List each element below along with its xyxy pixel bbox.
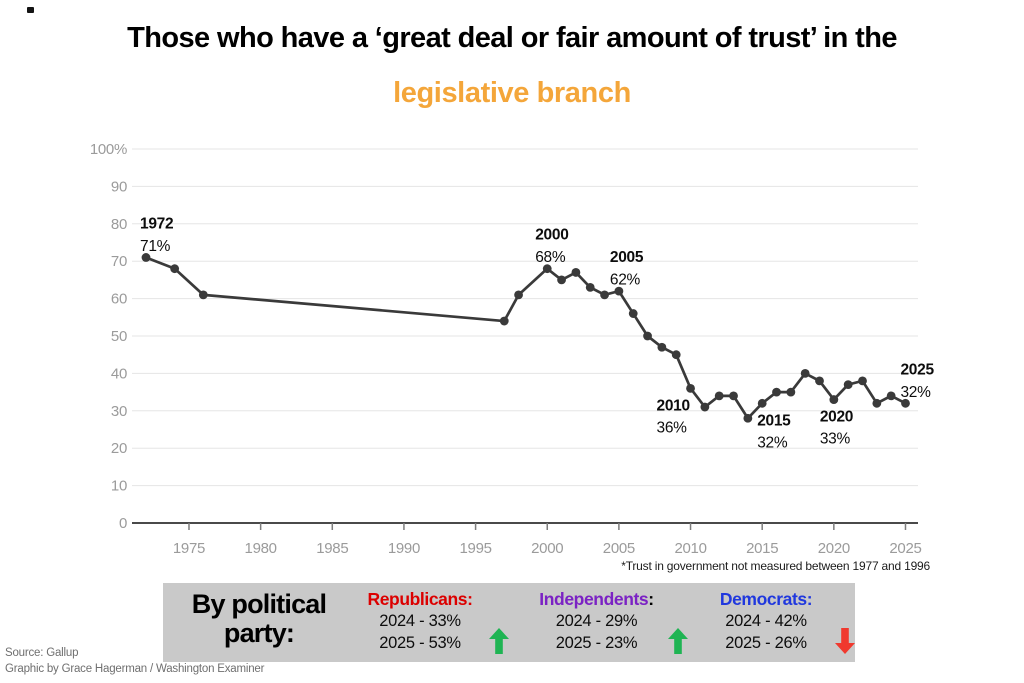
x-tick-label: 1995	[460, 540, 492, 557]
up-arrow-icon	[668, 628, 688, 654]
graphic-credit: Graphic by Grace Hagerman / Washington E…	[5, 663, 265, 675]
source-credit: Source: Gallup	[5, 647, 79, 659]
party-group-label: Democrats:	[719, 589, 813, 609]
page-title: Those who have a ‘great deal or fair amo…	[127, 22, 897, 54]
up-arrow-icon	[489, 628, 509, 654]
y-tick-label: 50	[111, 328, 127, 345]
x-tick-label: 2005	[603, 540, 635, 557]
annotation-value: 62%	[610, 272, 641, 289]
annotation-year: 2005	[610, 249, 644, 266]
annotation-value: 71%	[140, 238, 171, 255]
down-arrow-icon	[835, 628, 855, 654]
party-group-independents: Independents: 2024 - 29% 2025 - 23%	[529, 589, 688, 654]
y-tick-label: 60	[111, 291, 127, 308]
y-tick-label: 100%	[90, 141, 127, 158]
party-panel-heading: By political party:	[191, 589, 327, 648]
party-value-2025: 2025 - 23%	[555, 634, 638, 652]
party-group-democrats: Democrats: 2024 - 42% 2025 - 26%	[701, 589, 855, 654]
annotation-year: 2015	[757, 412, 791, 429]
x-tick-label: 2025	[889, 540, 921, 557]
y-tick-label: 20	[111, 440, 127, 457]
y-tick-label: 90	[111, 178, 127, 195]
stray-mark	[27, 7, 34, 13]
x-tick-label: 1975	[173, 540, 205, 557]
page-subtitle: legislative branch	[393, 77, 631, 109]
annotation-value: 68%	[535, 249, 566, 266]
chart-footnote: *Trust in government not measured betwee…	[621, 559, 930, 573]
x-tick-label: 1985	[316, 540, 348, 557]
y-tick-label: 10	[111, 478, 127, 495]
gridlines: 0 10 20 30 40 50 60 70 80 90 100%	[90, 141, 918, 532]
party-group-republicans: Republicans: 2024 - 33% 2025 - 53%	[355, 589, 509, 654]
annotation-year: 1972	[140, 215, 173, 232]
annotation-year: 2025	[900, 361, 934, 378]
party-group-label: Republicans:	[367, 589, 473, 609]
x-tick-label: 2010	[674, 540, 706, 557]
point-annotations: 1972 71% 2000 68% 2005 62% 2010 36% 2015 32% 2020 3…	[140, 215, 935, 451]
party-value-2025: 2025 - 53%	[379, 634, 461, 652]
x-tick-label: 2000	[531, 540, 563, 557]
y-tick-label: 80	[111, 216, 127, 233]
party-value-2024: 2024 - 42%	[725, 612, 807, 630]
party-value-2024: 2024 - 29%	[555, 612, 638, 630]
y-tick-label: 40	[111, 365, 127, 382]
party-panel: By political party: Republicans: 2024 - …	[163, 583, 855, 662]
y-tick-label: 70	[111, 253, 127, 270]
data-points	[141, 253, 910, 423]
annotation-value: 33%	[820, 431, 851, 448]
x-axis: 1975 1980 1985 1990 1995 2000 2005 2010 2015 2020…	[173, 523, 922, 557]
x-tick-label: 2015	[746, 540, 778, 557]
annotation-value: 32%	[900, 384, 931, 401]
party-group-label: Independents:	[539, 589, 654, 609]
annotation-year: 2010	[657, 397, 690, 414]
y-tick-label: 30	[111, 403, 127, 420]
y-tick-label: 0	[119, 515, 127, 532]
annotation-value: 32%	[757, 434, 788, 451]
party-value-2025: 2025 - 26%	[725, 634, 807, 652]
annotation-year: 2020	[820, 409, 853, 426]
annotation-value: 36%	[657, 419, 688, 436]
x-tick-label: 2020	[818, 540, 850, 557]
annotation-year: 2000	[535, 227, 568, 244]
party-value-2024: 2024 - 33%	[379, 612, 461, 630]
x-tick-label: 1980	[245, 540, 277, 557]
x-tick-label: 1990	[388, 540, 420, 557]
